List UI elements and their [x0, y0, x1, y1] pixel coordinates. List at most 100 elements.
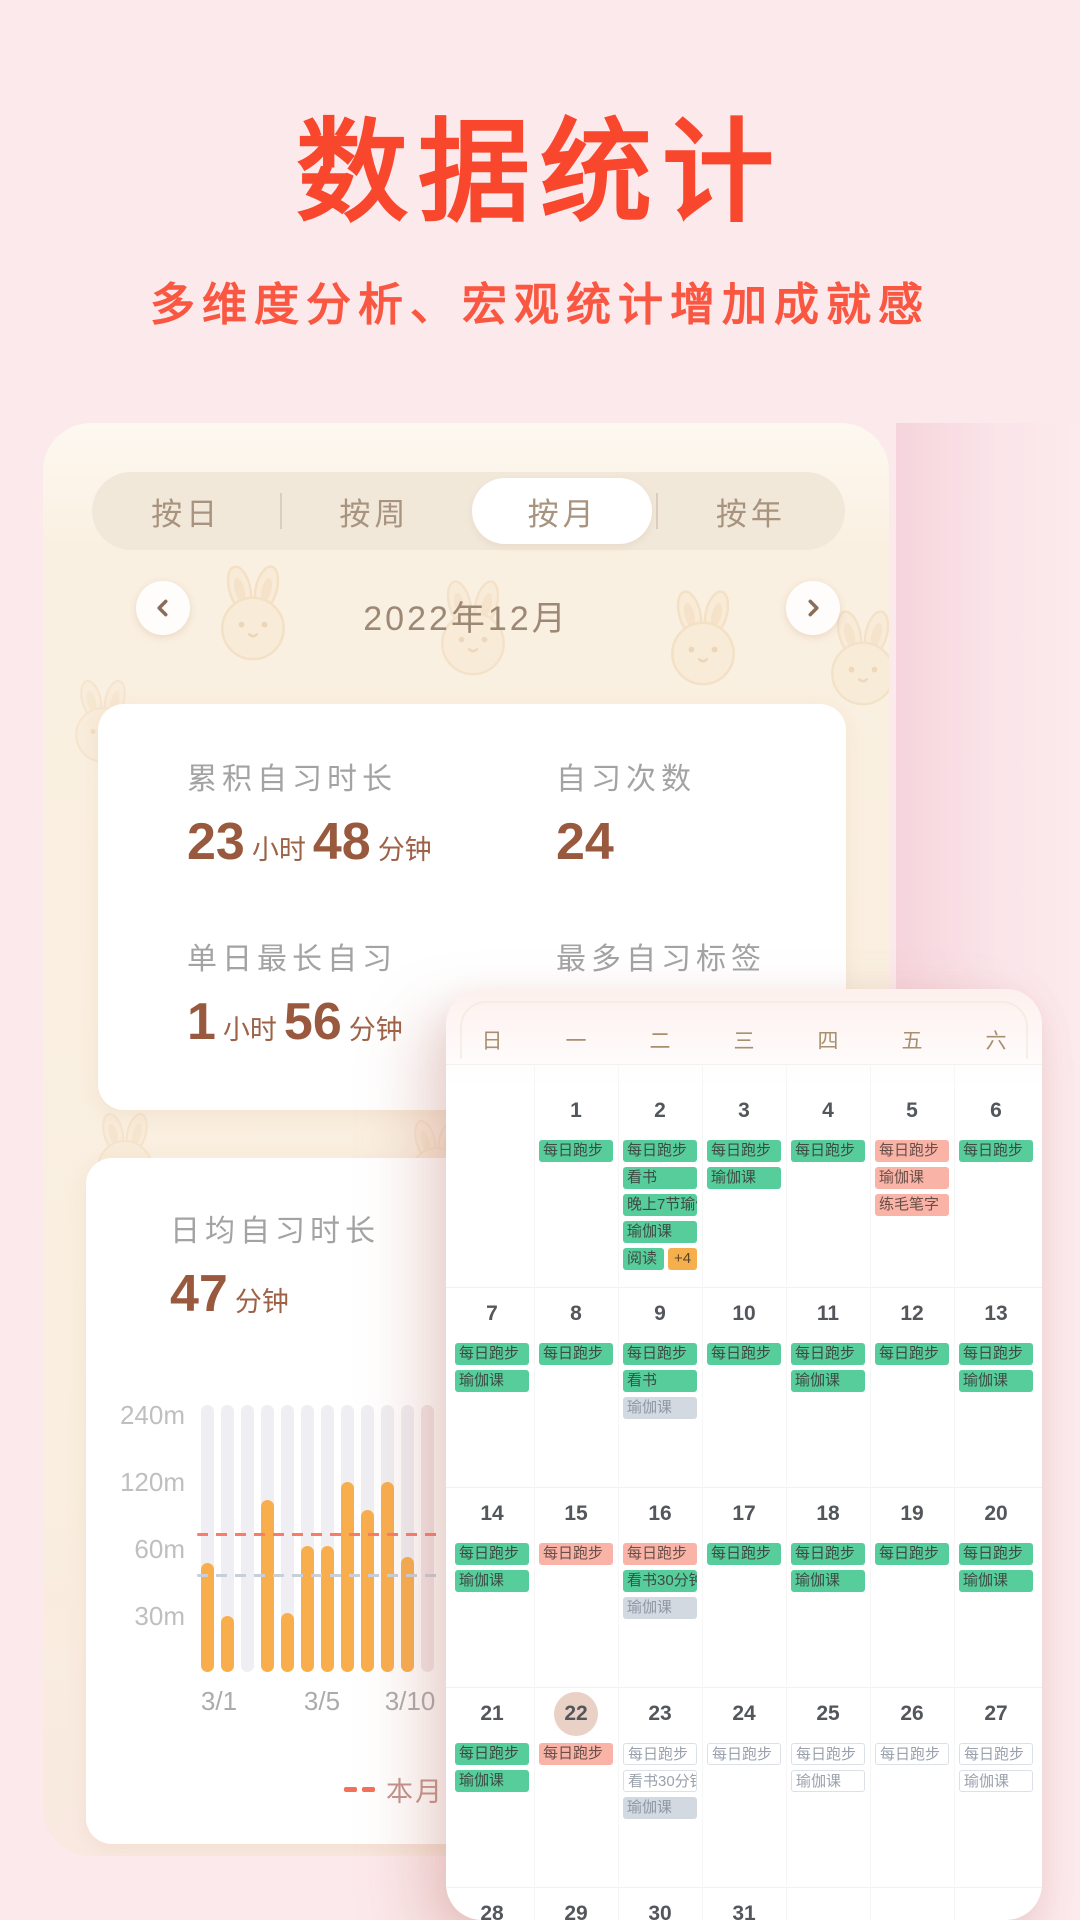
calendar-day-26[interactable]: 26 每日跑步: [870, 1701, 954, 1887]
event-chip[interactable]: 每日跑步: [455, 1543, 529, 1565]
event-chip[interactable]: 看书: [623, 1370, 697, 1392]
calendar-day-empty: [870, 1901, 954, 1920]
event-chip[interactable]: 瑜伽课: [959, 1370, 1033, 1392]
event-chip[interactable]: 每日跑步: [791, 1743, 865, 1765]
event-chip[interactable]: 瑜伽课: [791, 1370, 865, 1392]
event-chip[interactable]: 瑜伽课: [623, 1597, 697, 1619]
event-chip[interactable]: 瑜伽课: [455, 1570, 529, 1592]
calendar-day-5[interactable]: 5 每日跑步 瑜伽课 练毛笔字: [870, 1098, 954, 1287]
event-chip[interactable]: 瑜伽课: [959, 1570, 1033, 1592]
calendar-day-1[interactable]: 1 每日跑步: [534, 1098, 618, 1287]
event-chip[interactable]: 瑜伽课: [455, 1770, 529, 1792]
event-chip-row: 阅读 +4: [623, 1248, 697, 1270]
tab-按周[interactable]: 按周: [339, 496, 410, 532]
calendar-day-4[interactable]: 4 每日跑步: [786, 1098, 870, 1287]
event-chip[interactable]: 阅读: [623, 1248, 664, 1270]
calendar-day-24[interactable]: 24 每日跑步: [702, 1701, 786, 1887]
event-chip[interactable]: 瑜伽课: [959, 1770, 1033, 1792]
event-chip[interactable]: 每日跑步: [707, 1343, 781, 1365]
calendar-day-20[interactable]: 20 每日跑步 瑜伽课: [954, 1501, 1038, 1687]
event-chip[interactable]: 每日跑步: [623, 1140, 697, 1162]
calendar-day-21[interactable]: 21 每日跑步 瑜伽课: [450, 1701, 534, 1887]
event-chip[interactable]: 练毛笔字: [875, 1194, 949, 1216]
event-chip[interactable]: 每日跑步: [791, 1140, 865, 1162]
prev-month-button[interactable]: [136, 581, 190, 635]
event-chip[interactable]: 每日跑步: [623, 1743, 697, 1765]
event-chip[interactable]: 瑜伽课: [707, 1167, 781, 1189]
event-chip[interactable]: 每日跑步: [875, 1543, 949, 1565]
calendar-divider: [446, 1487, 1042, 1488]
event-chip[interactable]: 每日跑步: [539, 1743, 613, 1765]
event-chip[interactable]: 每日跑步: [875, 1743, 949, 1765]
event-chip[interactable]: 每日跑步: [539, 1343, 613, 1365]
event-chip[interactable]: 看书30分钟: [623, 1770, 697, 1792]
calendar-day-28[interactable]: 28: [450, 1901, 534, 1920]
calendar-day-14[interactable]: 14 每日跑步 瑜伽课: [450, 1501, 534, 1687]
calendar-day-27[interactable]: 27 每日跑步 瑜伽课: [954, 1701, 1038, 1887]
event-chip[interactable]: 每日跑步: [791, 1343, 865, 1365]
event-chip-list: 每日跑步: [870, 1543, 954, 1565]
event-chip[interactable]: 瑜伽课: [623, 1797, 697, 1819]
event-chip[interactable]: 瑜伽课: [623, 1221, 697, 1243]
calendar-day-7[interactable]: 7 每日跑步 瑜伽课: [450, 1301, 534, 1487]
calendar-day-11[interactable]: 11 每日跑步 瑜伽课: [786, 1301, 870, 1487]
event-chip[interactable]: 每日跑步: [959, 1743, 1033, 1765]
event-chip[interactable]: 每日跑步: [959, 1543, 1033, 1565]
event-chip[interactable]: 每日跑步: [539, 1543, 613, 1565]
calendar-day-25[interactable]: 25 每日跑步 瑜伽课: [786, 1701, 870, 1887]
event-chip[interactable]: 看书30分钟: [623, 1570, 697, 1592]
event-chip-list: 每日跑步 瑜伽课: [786, 1743, 870, 1792]
calendar-week-row: 14 每日跑步 瑜伽课 15 每日跑步 16 每日跑步 看书30分钟 瑜伽课 17 每日跑步 18 每日…: [450, 1487, 1038, 1687]
event-chip[interactable]: 看书: [623, 1167, 697, 1189]
event-chip[interactable]: 瑜伽课: [791, 1770, 865, 1792]
event-chip[interactable]: +4: [668, 1248, 697, 1270]
event-chip[interactable]: 每日跑步: [791, 1543, 865, 1565]
calendar-day-16[interactable]: 16 每日跑步 看书30分钟 瑜伽课: [618, 1501, 702, 1687]
event-chip[interactable]: 瑜伽课: [875, 1167, 949, 1189]
event-chip-list: 每日跑步瑜伽课练毛笔字: [870, 1140, 954, 1216]
calendar-day-30[interactable]: 30: [618, 1901, 702, 1920]
calendar-day-31[interactable]: 31: [702, 1901, 786, 1920]
event-chip[interactable]: 瑜伽课: [791, 1570, 865, 1592]
event-chip[interactable]: 瑜伽课: [455, 1370, 529, 1392]
event-chip[interactable]: 每日跑步: [623, 1543, 697, 1565]
event-chip[interactable]: 每日跑步: [875, 1343, 949, 1365]
event-chip[interactable]: 每日跑步: [539, 1140, 613, 1162]
calendar-day-10[interactable]: 10 每日跑步: [702, 1301, 786, 1487]
calendar-day-9[interactable]: 9 每日跑步 看书 瑜伽课: [618, 1301, 702, 1487]
chart-bar-track: [420, 1405, 434, 1672]
calendar-day-29[interactable]: 29: [534, 1901, 618, 1920]
calendar-day-22[interactable]: 22 每日跑步: [534, 1692, 618, 1887]
calendar-day-12[interactable]: 12 每日跑步: [870, 1301, 954, 1487]
event-chip[interactable]: 每日跑步: [875, 1140, 949, 1162]
calendar-day-19[interactable]: 19 每日跑步: [870, 1501, 954, 1687]
event-chip[interactable]: 每日跑步: [455, 1743, 529, 1765]
event-chip[interactable]: 每日跑步: [707, 1543, 781, 1565]
event-chip[interactable]: 瑜伽课: [623, 1397, 697, 1419]
calendar-day-3[interactable]: 3 每日跑步 瑜伽课: [702, 1098, 786, 1287]
event-chip[interactable]: 每日跑步: [959, 1140, 1033, 1162]
event-chip[interactable]: 每日跑步: [707, 1140, 781, 1162]
tab-按年[interactable]: 按年: [715, 496, 786, 532]
calendar-day-18[interactable]: 18 每日跑步 瑜伽课: [786, 1501, 870, 1687]
x-tick-label: 3/10: [384, 1686, 436, 1716]
event-chip-list: 每日跑步: [702, 1743, 786, 1765]
event-chip[interactable]: 每日跑步: [623, 1343, 697, 1365]
event-chip-list: 每日跑步 瑜伽课: [702, 1140, 786, 1189]
next-month-button[interactable]: [786, 581, 840, 635]
event-chip[interactable]: 每日跑步: [959, 1343, 1033, 1365]
calendar-day-13[interactable]: 13 每日跑步 瑜伽课: [954, 1301, 1038, 1487]
event-chip[interactable]: 晚上7节瑜伽: [623, 1194, 697, 1216]
calendar-column-divider: [786, 1064, 787, 1920]
tab-按日[interactable]: 按日: [151, 496, 222, 532]
tab-按月[interactable]: 按月: [527, 496, 598, 532]
calendar-day-15[interactable]: 15 每日跑步: [534, 1501, 618, 1687]
calendar-day-8[interactable]: 8 每日跑步: [534, 1301, 618, 1487]
event-chip[interactable]: 每日跑步: [455, 1343, 529, 1365]
calendar-day-17[interactable]: 17 每日跑步: [702, 1501, 786, 1687]
x-tick-label: 3/1: [200, 1686, 238, 1716]
calendar-day-2[interactable]: 2 每日跑步看书晚上7节瑜伽瑜伽课阅读+4: [618, 1098, 702, 1287]
calendar-day-6[interactable]: 6 每日跑步: [954, 1098, 1038, 1287]
event-chip[interactable]: 每日跑步: [707, 1743, 781, 1765]
